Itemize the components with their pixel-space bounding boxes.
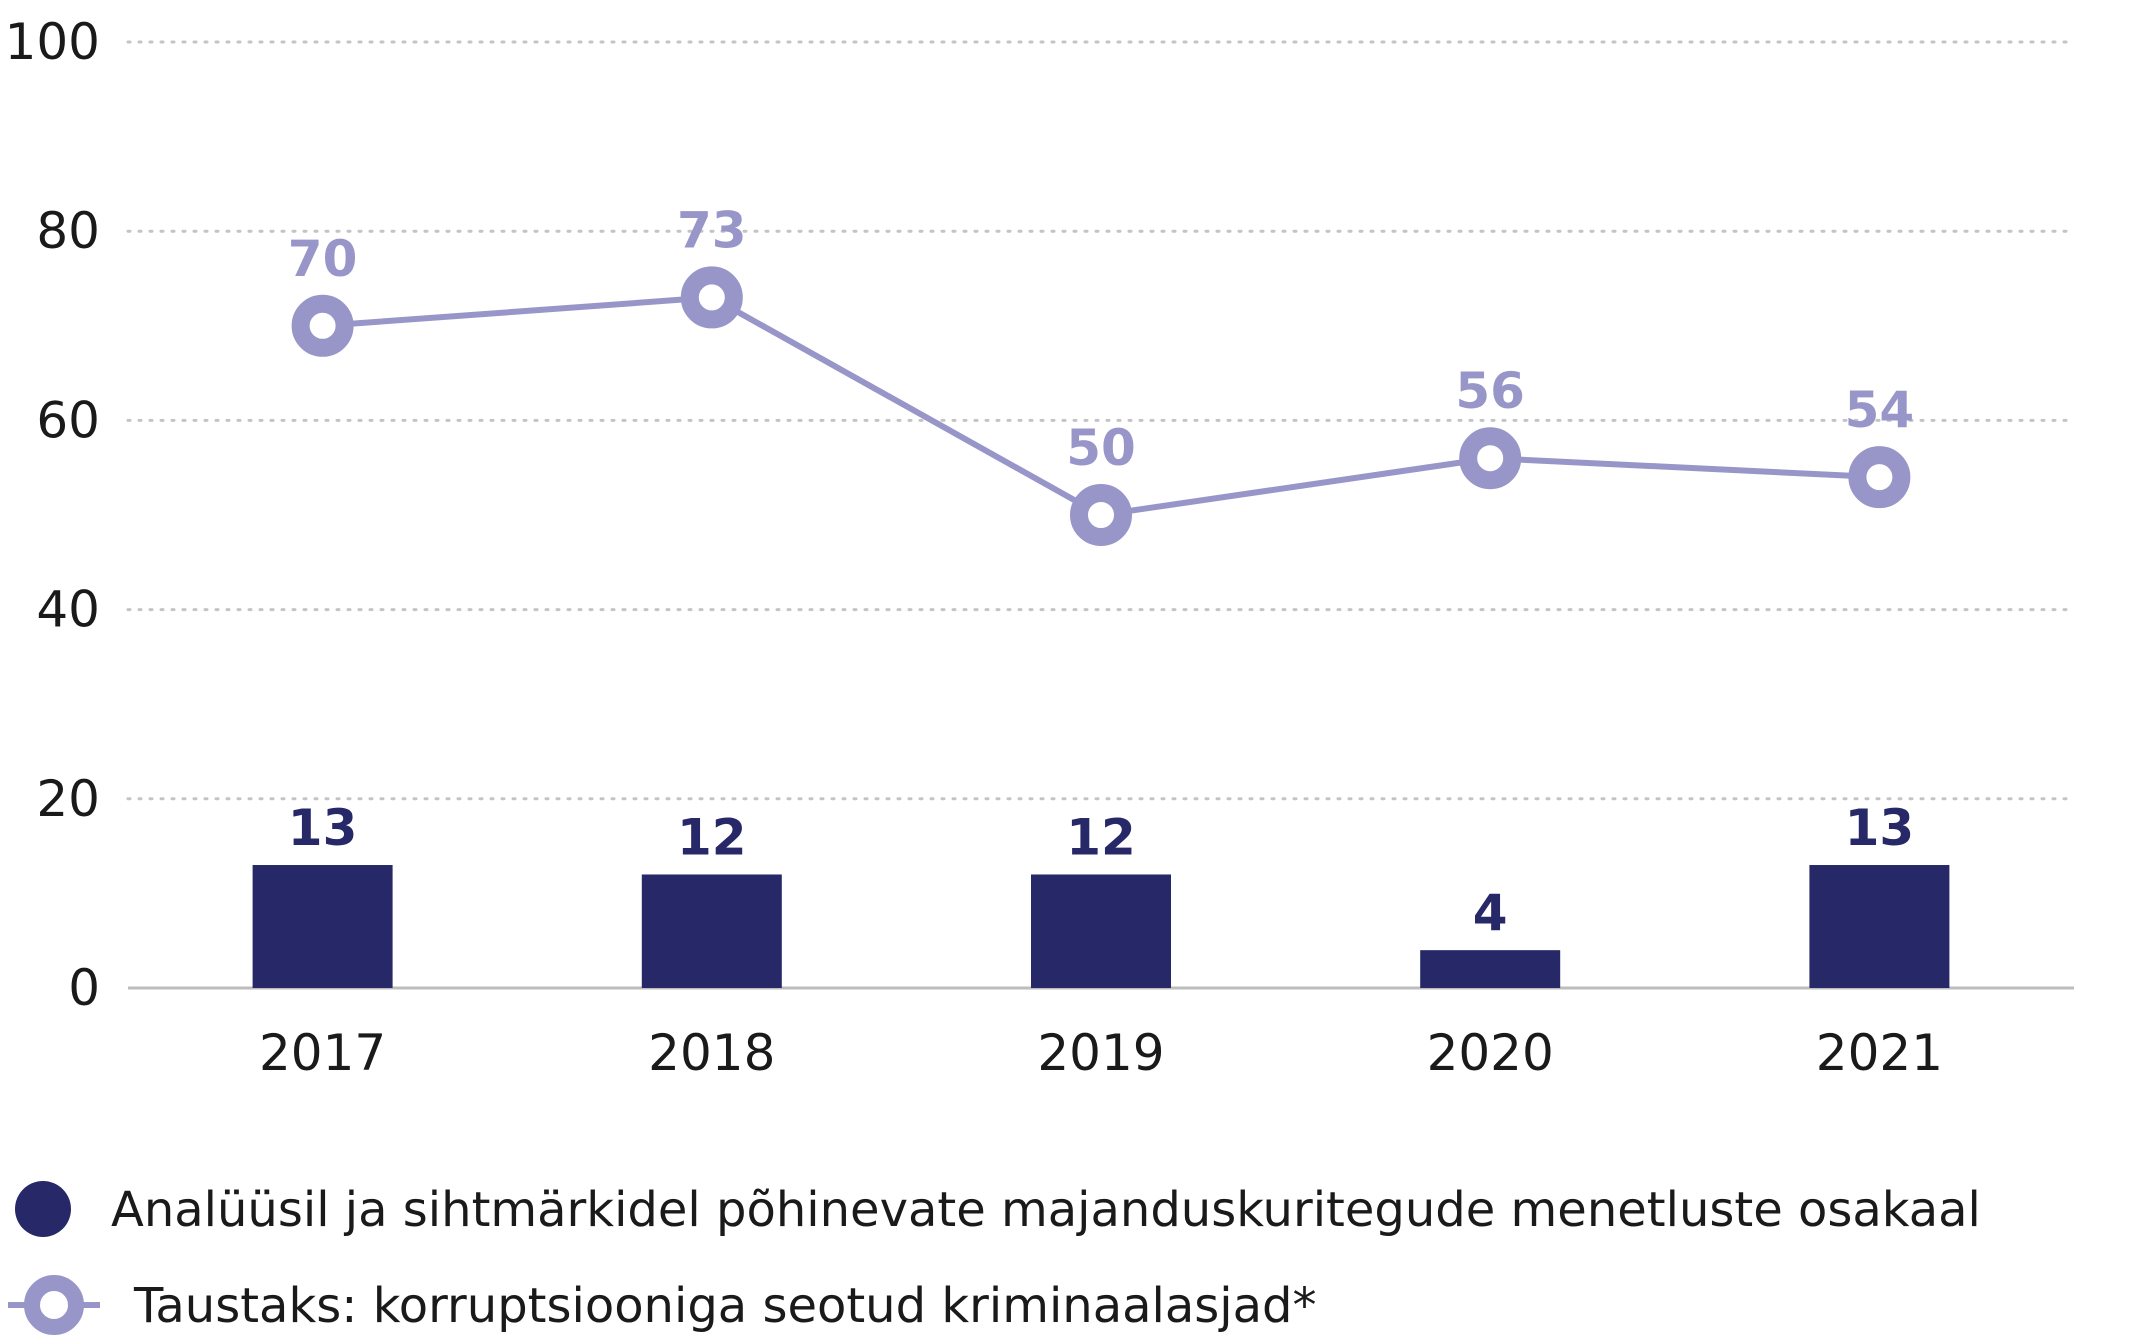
line-value-label: 50 bbox=[1066, 419, 1136, 477]
y-tick-label: 100 bbox=[5, 13, 100, 71]
legend-line-label: Taustaks: korruptsiooniga seotud krimina… bbox=[133, 1278, 1317, 1334]
line-point bbox=[1848, 446, 1911, 509]
line-value-label: 70 bbox=[288, 230, 358, 288]
line-value-label: 54 bbox=[1845, 381, 1915, 439]
line-data-labels: 70 73 50 56 54 bbox=[288, 201, 1914, 477]
y-tick-label: 20 bbox=[36, 770, 100, 828]
line-point bbox=[1070, 484, 1132, 546]
x-tick-label: 2019 bbox=[1037, 1024, 1164, 1082]
bar-value-label: 12 bbox=[1066, 808, 1136, 866]
legend-line-marker bbox=[24, 1275, 84, 1335]
bar-data-labels: 13 12 12 4 13 bbox=[288, 799, 1914, 942]
bar-value-label: 13 bbox=[1845, 799, 1915, 857]
bar-value-label: 13 bbox=[288, 799, 358, 857]
legend-bar-marker bbox=[15, 1181, 71, 1237]
y-tick-label: 0 bbox=[68, 959, 100, 1017]
bar bbox=[252, 865, 393, 988]
line-point bbox=[680, 266, 743, 329]
x-axis-ticks: 2017 2018 2019 2020 2021 bbox=[259, 1024, 1943, 1082]
y-tick-label: 40 bbox=[36, 581, 100, 639]
x-tick-label: 2020 bbox=[1427, 1024, 1554, 1082]
bar-series bbox=[252, 865, 1950, 988]
line-path bbox=[322, 294, 1880, 518]
legend: Analüüsil ja sihtmärkidel põhinevate maj… bbox=[8, 1181, 1981, 1335]
bar-value-label: 12 bbox=[677, 808, 747, 866]
y-axis-ticks: 0 20 40 60 80 100 bbox=[5, 13, 100, 1017]
x-tick-label: 2017 bbox=[259, 1024, 386, 1082]
bar bbox=[641, 874, 782, 988]
line-point bbox=[1459, 427, 1522, 490]
x-tick-label: 2018 bbox=[648, 1024, 775, 1082]
line-point bbox=[291, 294, 354, 357]
line-series bbox=[291, 266, 1911, 546]
line-value-label: 56 bbox=[1455, 362, 1525, 420]
bar bbox=[1420, 950, 1561, 988]
bar bbox=[1809, 865, 1950, 988]
bar bbox=[1031, 874, 1171, 988]
legend-bar-label: Analüüsil ja sihtmärkidel põhinevate maj… bbox=[111, 1182, 1981, 1238]
line-value-label: 73 bbox=[677, 201, 747, 259]
y-tick-label: 80 bbox=[36, 202, 100, 260]
y-tick-label: 60 bbox=[36, 391, 100, 449]
bar-value-label: 4 bbox=[1473, 884, 1508, 942]
x-tick-label: 2021 bbox=[1816, 1024, 1943, 1082]
